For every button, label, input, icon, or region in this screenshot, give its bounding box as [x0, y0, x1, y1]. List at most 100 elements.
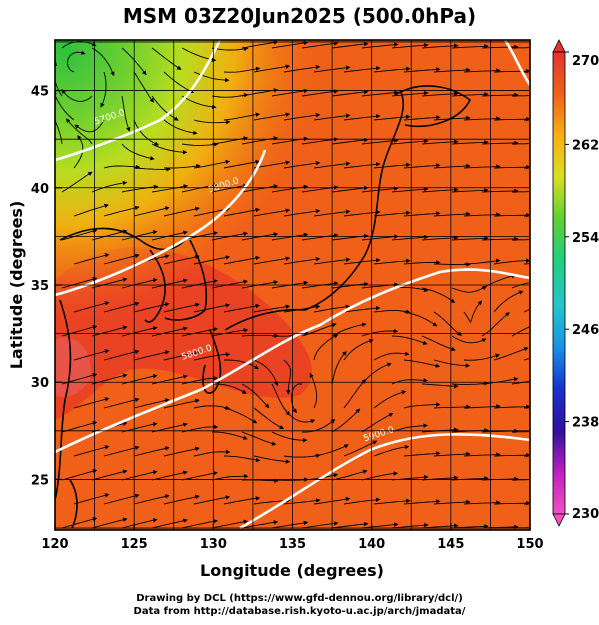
- streamline: [223, 407, 258, 424]
- streamline: [133, 167, 171, 172]
- colorbar-scale: [552, 51, 566, 515]
- map-grid: [54, 40, 531, 530]
- streamline: [421, 43, 459, 49]
- streamline: [271, 40, 309, 49]
- streamline: [181, 519, 218, 529]
- streamline: [163, 206, 200, 217]
- streamline: [61, 468, 98, 481]
- coastlines: [55, 85, 472, 529]
- coast-hokkaido: [394, 85, 472, 127]
- streamline: [181, 142, 219, 147]
- coast-korea-east: [164, 239, 208, 321]
- streamline: [283, 359, 291, 395]
- streamline: [151, 47, 182, 70]
- streamline: [193, 159, 231, 169]
- streamline: [103, 445, 140, 457]
- streamline: [61, 88, 93, 102]
- streamline: [421, 91, 459, 97]
- latitude-ticks: 25 30 35 40 45: [31, 85, 62, 488]
- streamline: [223, 255, 261, 265]
- y-tick-label: 30: [31, 376, 49, 391]
- streamline: [103, 301, 140, 313]
- streamline: [313, 444, 349, 457]
- streamline: [283, 208, 321, 217]
- streamline: [343, 378, 367, 409]
- streamline: [373, 498, 411, 505]
- streamline: [181, 279, 218, 289]
- streamline: [164, 163, 201, 169]
- streamline: [511, 95, 530, 97]
- streamline: [373, 309, 411, 314]
- streamline: [463, 258, 501, 265]
- streamline: [481, 140, 519, 146]
- streamline: [361, 328, 399, 337]
- streamline: [493, 212, 530, 218]
- streamline: [403, 115, 441, 121]
- streamline: [481, 236, 519, 242]
- colorbar-tick-label: 270: [572, 54, 599, 69]
- streamline: [121, 184, 159, 193]
- streamline: [343, 162, 381, 169]
- streamline: [309, 372, 318, 409]
- colorbar-top-arrow: [552, 39, 566, 53]
- streamline: [271, 520, 309, 529]
- streamline: [511, 191, 530, 193]
- streamline: [463, 404, 501, 409]
- streamline: [151, 143, 188, 155]
- streamline: [103, 397, 140, 409]
- streamline: [421, 383, 459, 389]
- streamline: [283, 112, 321, 121]
- x-tick-label: 145: [437, 537, 464, 552]
- streamline: [433, 499, 471, 505]
- streamline: [343, 210, 381, 217]
- streamline: [61, 171, 93, 193]
- y-tick-label: 40: [31, 182, 49, 197]
- y-tick-label: 35: [31, 279, 49, 294]
- streamline: [481, 273, 517, 289]
- streamline: [391, 522, 429, 529]
- streamline: [253, 407, 285, 430]
- streamline: [271, 88, 309, 97]
- streamline: [391, 234, 429, 241]
- streamline: [91, 517, 128, 529]
- coast-korea-west: [144, 249, 166, 323]
- streamline: [511, 47, 530, 49]
- colorbar-tick-label: 262: [572, 138, 599, 153]
- colorbar-tick-label: 254: [572, 231, 599, 246]
- streamline: [163, 119, 198, 136]
- streamline: [493, 164, 530, 170]
- streamline: [451, 335, 487, 344]
- streamline: [241, 40, 279, 49]
- streamline: [451, 236, 489, 241]
- streamline: [511, 239, 530, 241]
- streamline: [463, 212, 501, 217]
- streamline: [253, 359, 279, 387]
- streamline: [403, 163, 441, 169]
- streamline: [331, 408, 361, 433]
- streamline: [211, 46, 249, 52]
- x-tick-label: 150: [516, 537, 543, 552]
- streamline: [343, 258, 381, 265]
- streamline: [421, 287, 456, 304]
- streamline: [151, 230, 188, 241]
- streamline: [373, 258, 411, 265]
- streamline: [451, 140, 489, 145]
- coast-korea-north: [59, 227, 186, 251]
- streamline: [151, 470, 188, 481]
- streamline: [253, 455, 291, 464]
- colorbar-tick-label: 238: [572, 416, 599, 431]
- streamline: [61, 228, 98, 241]
- streamline: [493, 258, 530, 265]
- streamline: [361, 42, 399, 49]
- streamline: [463, 500, 501, 505]
- streamline: [373, 162, 411, 169]
- streamline: [193, 495, 231, 505]
- streamline: [361, 522, 399, 529]
- streamline: [103, 493, 140, 505]
- streamline: [100, 71, 107, 108]
- streamline: [133, 398, 170, 409]
- streamline: [241, 184, 279, 193]
- streamline: [241, 136, 279, 145]
- contour-5800-south: [55, 268, 530, 454]
